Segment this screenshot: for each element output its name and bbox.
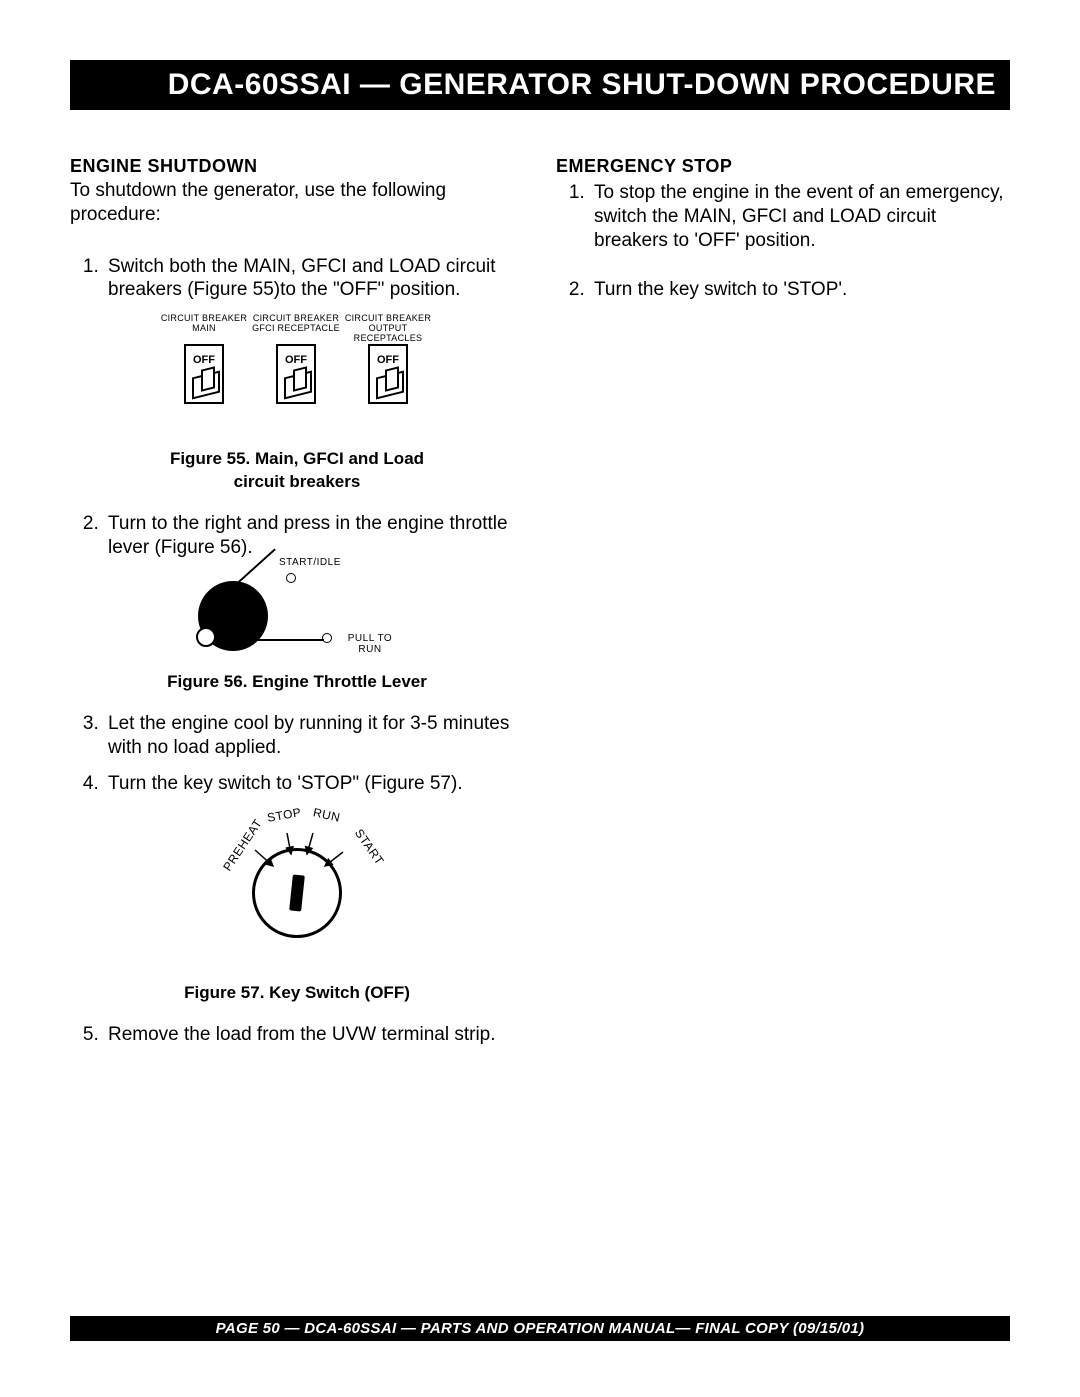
pull-to-run-circle-icon: [322, 633, 332, 643]
breaker-main-l1: CIRCUIT BREAKER: [161, 313, 247, 323]
figure-56-diagram: START/IDLE PULL TO RUN: [192, 571, 402, 667]
shutdown-step-3: Let the engine cool by running it for 3-…: [104, 712, 524, 760]
start-idle-label: START/IDLE: [279, 557, 341, 568]
engine-shutdown-steps-2: Turn to the right and press in the engin…: [70, 512, 524, 560]
figure-57-caption: Figure 57. Key Switch (OFF): [70, 982, 524, 1005]
engine-shutdown-intro: To shutdown the generator, use the follo…: [70, 179, 524, 227]
engine-shutdown-steps-5: Remove the load from the UVW terminal st…: [70, 1023, 524, 1047]
breaker-gfci-l1: CIRCUIT BREAKER: [253, 313, 339, 323]
breaker-out-l2: OUTPUT RECEPTACLES: [354, 323, 423, 343]
start-idle-circle-icon: [286, 573, 296, 583]
right-column: EMERGENCY STOP To stop the engine in the…: [556, 156, 1010, 1058]
breaker-gfci-label: CIRCUIT BREAKER GFCI RECEPTACLE: [246, 314, 346, 338]
breaker-switch-icon: [284, 374, 312, 396]
breaker-main: CIRCUIT BREAKER MAIN OFF: [154, 314, 254, 404]
emergency-stop-heading: EMERGENCY STOP: [556, 156, 1010, 177]
throttle-line-h-icon: [232, 639, 324, 641]
emergency-step-1: To stop the engine in the event of an em…: [590, 181, 1010, 252]
breaker-output-box: OFF: [368, 344, 408, 404]
breaker-main-l2: MAIN: [192, 323, 216, 333]
figure-55-caption: Figure 55. Main, GFCI and Load circuit b…: [70, 448, 524, 494]
figure-57-diagram: PREHEAT STOP RUN START: [197, 808, 397, 958]
breaker-out-l1: CIRCUIT BREAKER: [345, 313, 431, 323]
shutdown-step-4: Turn the key switch to 'STOP" (Figure 57…: [104, 772, 524, 796]
breaker-output: CIRCUIT BREAKER OUTPUT RECEPTACLES OFF: [338, 314, 438, 404]
figure-55: CIRCUIT BREAKER MAIN OFF CIRCUIT BREAKER…: [70, 314, 524, 494]
page-title-bar: DCA-60SSAI — GENERATOR SHUT-DOWN PROCEDU…: [70, 60, 1010, 110]
page: DCA-60SSAI — GENERATOR SHUT-DOWN PROCEDU…: [0, 0, 1080, 1397]
pull-to-run-label: PULL TO RUN: [338, 633, 402, 655]
breaker-switch-icon: [376, 374, 404, 396]
engine-shutdown-steps: Switch both the MAIN, GFCI and LOAD circ…: [70, 255, 524, 303]
content-columns: ENGINE SHUTDOWN To shutdown the generato…: [70, 156, 1010, 1058]
engine-shutdown-heading: ENGINE SHUTDOWN: [70, 156, 524, 177]
figure-55-diagram: CIRCUIT BREAKER MAIN OFF CIRCUIT BREAKER…: [142, 314, 452, 444]
breaker-output-label: CIRCUIT BREAKER OUTPUT RECEPTACLES: [338, 314, 438, 338]
figure-55-caption-l1: Figure 55. Main, GFCI and Load: [170, 449, 424, 468]
emergency-step-2: Turn the key switch to 'STOP'.: [590, 278, 1010, 302]
breaker-gfci-l2: GFCI RECEPTACLE: [252, 323, 340, 333]
shutdown-step-5: Remove the load from the UVW terminal st…: [104, 1023, 524, 1047]
figure-56-caption: Figure 56. Engine Throttle Lever: [70, 671, 524, 694]
breaker-main-box: OFF: [184, 344, 224, 404]
figure-56: START/IDLE PULL TO RUN Figure 56. Engine…: [70, 571, 524, 694]
breaker-switch-icon: [192, 374, 220, 396]
breaker-off-text: OFF: [186, 354, 222, 366]
shutdown-step-1: Switch both the MAIN, GFCI and LOAD circ…: [104, 255, 524, 303]
breaker-off-text: OFF: [370, 354, 406, 366]
key-switch-arrows-icon: [197, 808, 397, 958]
emergency-stop-steps: To stop the engine in the event of an em…: [556, 181, 1010, 302]
breaker-main-label: CIRCUIT BREAKER MAIN: [154, 314, 254, 338]
breaker-gfci: CIRCUIT BREAKER GFCI RECEPTACLE OFF: [246, 314, 346, 404]
breaker-gfci-box: OFF: [276, 344, 316, 404]
left-column: ENGINE SHUTDOWN To shutdown the generato…: [70, 156, 524, 1058]
shutdown-step-2: Turn to the right and press in the engin…: [104, 512, 524, 560]
page-footer: PAGE 50 — DCA-60SSAI — PARTS AND OPERATI…: [70, 1316, 1010, 1341]
figure-57: PREHEAT STOP RUN START Figure 57. Key Sw…: [70, 808, 524, 1005]
figure-55-caption-l2: circuit breakers: [234, 472, 361, 491]
breaker-off-text: OFF: [278, 354, 314, 366]
engine-shutdown-steps-3: Let the engine cool by running it for 3-…: [70, 712, 524, 795]
